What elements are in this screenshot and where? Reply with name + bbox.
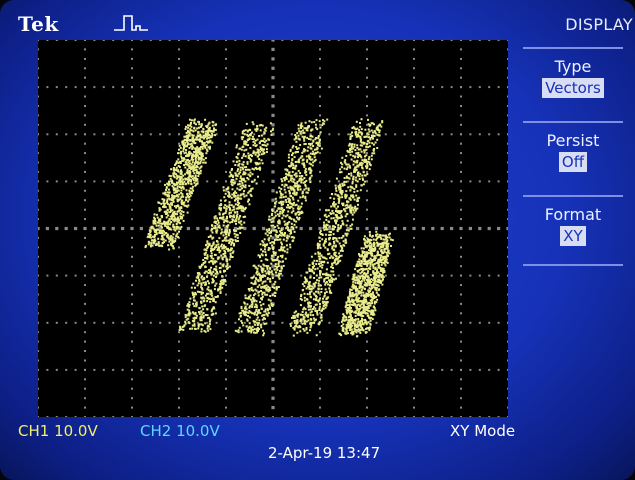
rising-pulse-trigger-icon bbox=[114, 15, 148, 31]
menu-item-persist-label: Persist bbox=[546, 131, 600, 150]
menu-divider bbox=[523, 264, 623, 266]
menu-item-format-value: XY bbox=[560, 226, 586, 246]
brand-logo: Tek bbox=[18, 12, 59, 36]
menu-item-persist-value: Off bbox=[558, 152, 588, 172]
acquisition-mode-readout: XY Mode bbox=[450, 422, 516, 440]
ch1-scale-readout: CH1 10.0V bbox=[18, 422, 98, 440]
ch2-scale-readout: CH2 10.0V bbox=[140, 422, 220, 440]
status-bar: CH1 10.0V CH2 10.0V XY Mode 2-Apr-19 13:… bbox=[0, 418, 520, 480]
menu-item-type[interactable]: Type Vectors bbox=[523, 47, 623, 119]
display-menu: DISPLAY Type Vectors Persist Off Format … bbox=[515, 0, 635, 480]
menu-item-format[interactable]: Format XY bbox=[523, 195, 623, 267]
waveform-graticule bbox=[38, 40, 508, 417]
menu-item-persist[interactable]: Persist Off bbox=[523, 121, 623, 193]
menu-item-type-value: Vectors bbox=[542, 78, 604, 98]
menu-title: DISPLAY bbox=[565, 15, 633, 34]
menu-item-type-label: Type bbox=[554, 57, 592, 76]
timestamp: 2-Apr-19 13:47 bbox=[268, 444, 381, 462]
graticule-grid bbox=[38, 40, 508, 417]
xy-trace bbox=[144, 118, 394, 338]
menu-item-format-label: Format bbox=[544, 205, 602, 224]
